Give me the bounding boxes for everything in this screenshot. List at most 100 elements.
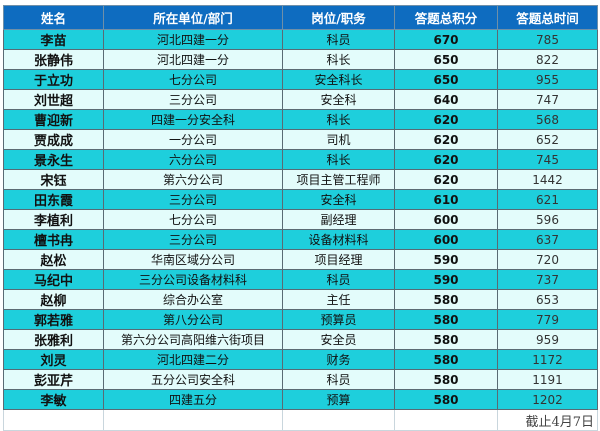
cell-unit: 河北四建二分 — [103, 349, 283, 370]
cell-time: 779 — [497, 309, 598, 330]
cell-unit: 四建五分 — [103, 389, 283, 410]
table-row: 郭若雅 第八分公司 预算员 580 779 — [3, 309, 598, 330]
cell-name: 马纪中 — [3, 269, 104, 290]
table-row: 李敏 四建五分 预算 580 1202 — [3, 389, 598, 410]
cell-name: 张静伟 — [3, 49, 104, 70]
cell-unit: 五分公司安全科 — [103, 369, 283, 390]
cell-score: 620 — [394, 129, 498, 150]
cell-unit: 华南区域分公司 — [103, 249, 283, 270]
table-row: 檀书冉 三分公司 设备材料科 600 637 — [3, 229, 598, 250]
table-row: 田东霞 三分公司 安全科 610 621 — [3, 189, 598, 210]
cell-time: 652 — [497, 129, 598, 150]
cell-score: 620 — [394, 169, 498, 190]
cell-score: 580 — [394, 309, 498, 330]
cell-name: 彭亚芹 — [3, 369, 104, 390]
cell-time: 785 — [497, 29, 598, 50]
header-name: 姓名 — [3, 5, 104, 30]
cell-time: 747 — [497, 89, 598, 110]
cell-pos: 司机 — [282, 129, 395, 150]
cell-unit: 三分公司 — [103, 229, 283, 250]
footer-row: 截止4月7日 — [3, 409, 598, 431]
table-row: 李苗 河北四建一分 科员 670 785 — [3, 29, 598, 50]
cell-pos: 科长 — [282, 49, 395, 70]
cell-time: 596 — [497, 209, 598, 230]
cell-time: 568 — [497, 109, 598, 130]
cell-pos: 科员 — [282, 269, 395, 290]
cell-pos: 科长 — [282, 109, 395, 130]
cell-unit: 第六分公司高阳维六街项目 — [103, 329, 283, 350]
cell-unit: 第八分公司 — [103, 309, 283, 330]
cell-score: 620 — [394, 109, 498, 130]
cell-pos: 预算 — [282, 389, 395, 410]
cell-unit: 一分公司 — [103, 129, 283, 150]
cell-unit: 四建一分安全科 — [103, 109, 283, 130]
cell-name: 景永生 — [3, 149, 104, 170]
cell-name: 贾成成 — [3, 129, 104, 150]
cell-pos: 财务 — [282, 349, 395, 370]
cell-pos: 科员 — [282, 369, 395, 390]
cell-time: 1202 — [497, 389, 598, 410]
cell-time: 737 — [497, 269, 598, 290]
cell-unit: 第六分公司 — [103, 169, 283, 190]
cell-name: 李敏 — [3, 389, 104, 410]
table-row: 张雅利 第六分公司高阳维六街项目 安全员 580 959 — [3, 329, 598, 350]
header-row: 姓名 所在单位/部门 岗位/职务 答题总积分 答题总时间 — [3, 5, 598, 30]
cell-pos: 安全员 — [282, 329, 395, 350]
cell-pos: 科员 — [282, 29, 395, 50]
cell-score: 600 — [394, 209, 498, 230]
cell-score: 650 — [394, 69, 498, 90]
cell-name: 宋钰 — [3, 169, 104, 190]
empty-cell — [394, 409, 498, 431]
cell-pos: 设备材料科 — [282, 229, 395, 250]
cell-pos: 科长 — [282, 149, 395, 170]
cell-name: 曹迎新 — [3, 109, 104, 130]
cell-pos: 副经理 — [282, 209, 395, 230]
cell-unit: 综合办公室 — [103, 289, 283, 310]
cell-score: 610 — [394, 189, 498, 210]
header-score: 答题总积分 — [394, 5, 498, 30]
cell-score: 650 — [394, 49, 498, 70]
cell-score: 600 — [394, 229, 498, 250]
cell-pos: 安全科 — [282, 89, 395, 110]
header-time: 答题总时间 — [497, 5, 598, 30]
cell-time: 1172 — [497, 349, 598, 370]
cell-time: 720 — [497, 249, 598, 270]
cell-score: 580 — [394, 289, 498, 310]
cell-name: 檀书冉 — [3, 229, 104, 250]
cell-unit: 三分公司 — [103, 189, 283, 210]
table-row: 于立功 七分公司 安全科长 650 955 — [3, 69, 598, 90]
header-unit: 所在单位/部门 — [103, 5, 283, 30]
cell-time: 745 — [497, 149, 598, 170]
cell-time: 637 — [497, 229, 598, 250]
cell-name: 赵松 — [3, 249, 104, 270]
table-row: 曹迎新 四建一分安全科 科长 620 568 — [3, 109, 598, 130]
cell-name: 赵柳 — [3, 289, 104, 310]
cutoff-date-note: 截止4月7日 — [497, 409, 598, 431]
table-row: 刘世超 三分公司 安全科 640 747 — [3, 89, 598, 110]
cell-unit: 三分公司 — [103, 89, 283, 110]
cell-name: 田东霞 — [3, 189, 104, 210]
cell-name: 李苗 — [3, 29, 104, 50]
cell-unit: 河北四建一分 — [103, 49, 283, 70]
cell-score: 590 — [394, 269, 498, 290]
cell-name: 于立功 — [3, 69, 104, 90]
table-row: 赵松 华南区域分公司 项目经理 590 720 — [3, 249, 598, 270]
table-row: 张静伟 河北四建一分 科长 650 822 — [3, 49, 598, 70]
table-row: 马纪中 三分公司设备材料科 科员 590 737 — [3, 269, 598, 290]
cell-time: 621 — [497, 189, 598, 210]
cell-score: 670 — [394, 29, 498, 50]
cell-score: 580 — [394, 389, 498, 410]
cell-unit: 七分公司 — [103, 209, 283, 230]
cell-unit: 河北四建一分 — [103, 29, 283, 50]
cell-name: 郭若雅 — [3, 309, 104, 330]
cell-time: 1442 — [497, 169, 598, 190]
header-position: 岗位/职务 — [282, 5, 395, 30]
cell-pos: 预算员 — [282, 309, 395, 330]
cell-score: 580 — [394, 349, 498, 370]
cell-unit: 六分公司 — [103, 149, 283, 170]
ranking-table: 姓名 所在单位/部门 岗位/职务 答题总积分 答题总时间 李苗 河北四建一分 科员 670 78… — [3, 5, 598, 431]
cell-time: 1191 — [497, 369, 598, 390]
empty-cell — [103, 409, 283, 431]
cell-score: 580 — [394, 369, 498, 390]
cell-pos: 主任 — [282, 289, 395, 310]
